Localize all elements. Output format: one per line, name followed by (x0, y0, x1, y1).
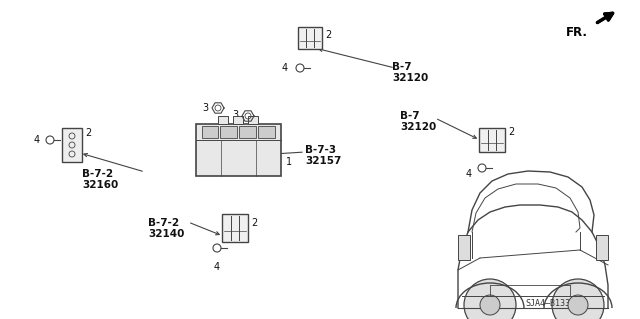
Text: B-7: B-7 (400, 111, 420, 121)
Bar (596, 235, 608, 260)
Bar (258, 126, 275, 138)
Text: 4: 4 (466, 169, 472, 179)
Circle shape (552, 279, 604, 319)
Text: 32157: 32157 (305, 156, 341, 166)
Text: 3: 3 (202, 103, 208, 113)
Text: 2: 2 (85, 128, 92, 138)
Text: 4: 4 (34, 135, 40, 145)
Bar (298, 27, 322, 49)
Bar (62, 128, 82, 162)
Text: 2: 2 (508, 127, 515, 137)
Text: B-7-2: B-7-2 (82, 169, 113, 179)
Text: 32160: 32160 (82, 180, 118, 190)
Text: 4: 4 (214, 262, 220, 272)
Bar (220, 126, 237, 138)
Bar (195, 124, 280, 176)
Bar (479, 128, 505, 152)
Text: B-7: B-7 (392, 62, 412, 72)
Text: B-7-3: B-7-3 (305, 145, 336, 155)
Circle shape (568, 295, 588, 315)
Bar (239, 126, 256, 138)
Text: 1: 1 (286, 157, 292, 167)
Text: 2: 2 (325, 30, 332, 40)
Circle shape (480, 295, 500, 315)
Text: FR.: FR. (566, 26, 588, 39)
Text: SJA4—B1330: SJA4—B1330 (525, 299, 575, 308)
Text: 32140: 32140 (148, 229, 184, 239)
Bar (248, 116, 258, 124)
Text: 32120: 32120 (400, 122, 436, 132)
Bar (202, 126, 218, 138)
Bar (222, 214, 248, 242)
Bar (458, 235, 470, 260)
Text: 4: 4 (282, 63, 288, 73)
Circle shape (464, 279, 516, 319)
Text: 32120: 32120 (392, 73, 428, 83)
Text: 3: 3 (232, 110, 238, 120)
Text: B-7-2: B-7-2 (148, 218, 179, 228)
Text: 2: 2 (251, 218, 257, 228)
Bar (218, 116, 228, 124)
Bar (233, 116, 243, 124)
